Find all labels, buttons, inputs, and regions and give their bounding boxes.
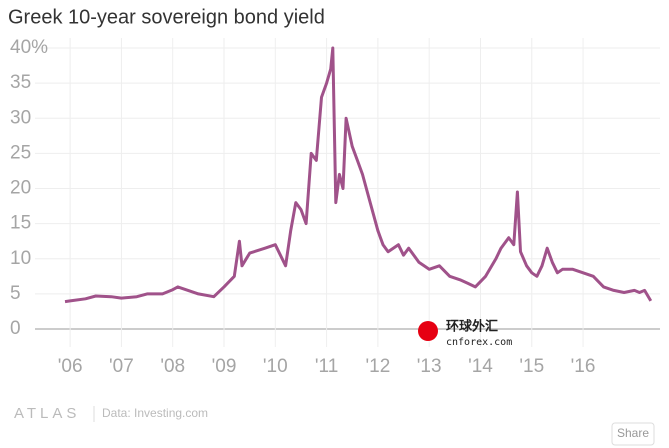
y-tick-label: 25 [10,142,31,163]
x-tick-label: '06 [58,356,83,377]
y-tick-label: 5 [10,283,21,304]
watermark-site: cnforex.com [446,337,512,348]
series-line [64,46,653,304]
x-tick-label: '09 [212,356,237,377]
y-tick-label: 20 [10,178,31,199]
y-tick-label: 35 [10,72,31,93]
y-tick-label: 40% [10,37,48,58]
plot: 0 5 10 15 20 25 30 35 40% '06 '07 '08 '09 '10 '11 '12 '1… [10,37,660,377]
x-tick-label: '07 [109,356,134,377]
watermark-logo [418,321,438,341]
x-tick-label: '10 [263,356,288,377]
chart-title: Greek 10-year sovereign bond yield [8,6,325,28]
x-tick-label: '13 [417,356,442,377]
x-tick-label: '15 [519,356,544,377]
share-button[interactable]: Share [611,422,655,446]
y-tick-label: 15 [10,213,31,234]
y-tick-label: 30 [10,107,31,128]
x-tick-label: '12 [366,356,391,377]
x-tick-label: '16 [571,356,596,377]
x-tick-label: '11 [315,356,338,377]
share-button-label[interactable]: Share [617,426,649,440]
y-tick-label: 0 [10,318,21,339]
share-button-box[interactable] [611,422,655,446]
brand: ATLAS [14,405,80,422]
watermark: 环球外汇 cnforex.com [418,318,512,348]
source: Data: Investing.com [102,406,208,420]
watermark-name: 环球外汇 [446,318,498,333]
x-tick-label: '08 [160,356,185,377]
y-tick-label: 10 [10,248,31,269]
x-tick-label: '14 [468,356,493,377]
